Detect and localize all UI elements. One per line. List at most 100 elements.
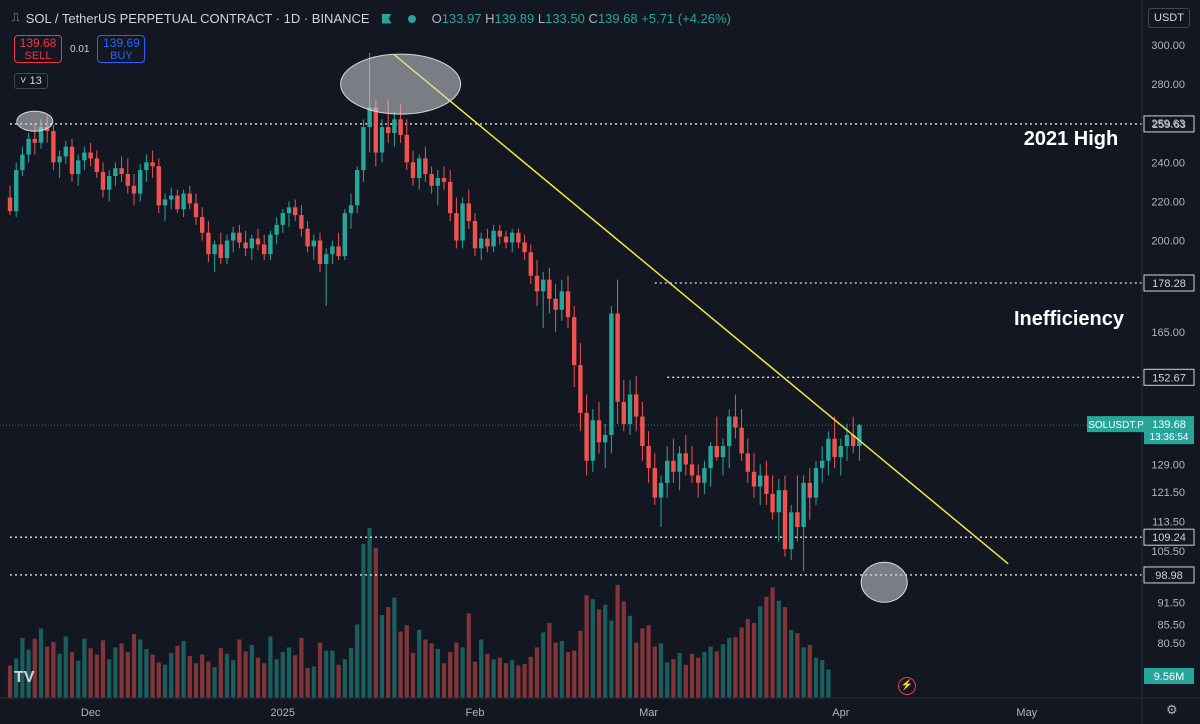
volume-bar (572, 650, 577, 698)
candle-body (658, 482, 664, 498)
time-axis: Dec 2025 Feb Mar Apr May (0, 697, 1200, 719)
volume-bar (541, 632, 546, 698)
candle-body (714, 446, 719, 458)
candle-body (51, 131, 56, 163)
volume-bar (708, 646, 713, 698)
chart-symbol-icon[interactable]: ⎍ (12, 12, 20, 24)
volume-bar (169, 652, 174, 698)
candle-body (398, 119, 403, 135)
level-tag-label: 152.67 (1152, 372, 1186, 384)
buy-label: BUY (110, 50, 133, 62)
volume-bar (534, 647, 540, 698)
candle-body (857, 425, 862, 447)
candle-body (113, 168, 118, 177)
candle-body (200, 217, 205, 233)
volume-bar (367, 528, 372, 698)
lightning-icon[interactable]: ⚡ (898, 677, 916, 695)
candle-body (640, 416, 645, 447)
volume-bar (361, 543, 366, 698)
candle-body (63, 146, 68, 157)
volume-bar (417, 630, 422, 698)
volume-bar (578, 630, 583, 698)
volume-bar (603, 604, 608, 698)
candle-body (727, 416, 732, 447)
settings-gear-icon[interactable]: ⚙ (1166, 702, 1178, 717)
chart-header: ⎍ SOL / TetherUS PERPETUAL CONTRACT · 1D… (12, 11, 731, 26)
candle-body (379, 127, 385, 153)
volume-bar (677, 652, 682, 698)
flag-icon[interactable] (381, 13, 392, 24)
tradingview-logo[interactable]: TV (14, 669, 35, 686)
candle-body (565, 291, 571, 318)
volume-bar (82, 638, 87, 698)
candle-body (795, 512, 800, 528)
candle-body (745, 453, 750, 472)
candle-body (392, 119, 397, 133)
volume-bar (243, 651, 248, 698)
currency-selector[interactable]: USDT (1148, 8, 1190, 28)
volume-bar (249, 645, 254, 698)
candle-body (410, 162, 416, 178)
volume-bar (342, 659, 347, 698)
volume-bar (113, 647, 118, 698)
trade-panel: 139.68 SELL 0.01 139.69 BUY (14, 35, 146, 63)
candle-body (181, 193, 186, 210)
price-tick-label: 240.00 (1151, 157, 1185, 169)
chart-annotations: 2021 High Inefficiency (1014, 128, 1125, 330)
volume-tag-label: 9.56M (1154, 671, 1185, 683)
market-status-icon (407, 14, 416, 23)
candle-body (274, 224, 279, 235)
candle-body (578, 365, 583, 413)
level-tag-box (1143, 566, 1195, 584)
volume-bar (522, 664, 527, 698)
volume-bar (212, 667, 217, 698)
close-label: C (588, 11, 598, 26)
price-tick-label: 259.63 (1151, 118, 1185, 130)
candle-body (596, 420, 602, 443)
volume-bar (689, 653, 695, 698)
candle-body (838, 446, 843, 458)
volume-bar (175, 645, 180, 698)
indicator-toggle[interactable]: ˅ 13 (14, 73, 48, 89)
volume-bar (621, 601, 626, 698)
volume-bar (429, 643, 434, 698)
symbol-title[interactable]: SOL / TetherUS PERPETUAL CONTRACT · 1D ·… (25, 11, 370, 26)
candle-body (590, 420, 595, 461)
candle-body (652, 468, 657, 498)
sell-button[interactable]: 139.68 SELL (14, 35, 62, 63)
ohlc-values: O133.97 H139.89 L133.50 C139.68 +5.71 (+… (432, 11, 731, 26)
volume-bar (274, 659, 279, 698)
candle-body (516, 232, 521, 243)
price-tick-label: 85.50 (1157, 620, 1185, 632)
candle-body (776, 490, 781, 513)
buy-button[interactable]: 139.69 BUY (97, 35, 146, 63)
candle-body (206, 232, 211, 255)
volume-bar (727, 637, 732, 698)
highlight-circles (16, 53, 908, 603)
candle-body (125, 174, 130, 186)
volume-bar (144, 648, 149, 698)
candle-body (38, 127, 44, 143)
candle-body (671, 460, 676, 472)
candle-body (7, 197, 13, 212)
candle-body (404, 134, 409, 163)
volume-bar (764, 596, 769, 698)
candle-body (634, 394, 639, 417)
candle-body (262, 244, 267, 255)
volume-bar (224, 653, 230, 698)
candlesticks (7, 52, 862, 572)
candle-body (249, 238, 254, 249)
volume-bar (348, 648, 354, 698)
price-tick-label: 121.50 (1151, 487, 1185, 499)
volume-bar (218, 648, 223, 698)
time-tick-label: May (1016, 707, 1037, 719)
candle-body (429, 174, 434, 186)
volume-bar (69, 652, 75, 698)
candle-body (305, 228, 310, 247)
open-value: 133.97 (441, 11, 482, 26)
candle-body (696, 475, 701, 483)
volume-bar (255, 657, 261, 698)
candle-body (751, 471, 757, 487)
highlight-circle (340, 53, 462, 115)
